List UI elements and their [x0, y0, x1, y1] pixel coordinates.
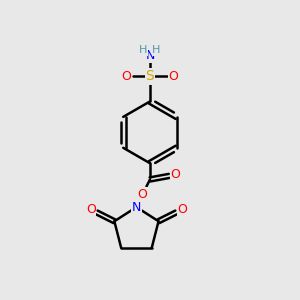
Text: O: O: [169, 70, 178, 83]
Text: O: O: [177, 203, 187, 216]
Text: N: N: [132, 201, 141, 214]
Text: O: O: [171, 168, 181, 181]
Text: O: O: [86, 203, 96, 216]
Text: S: S: [146, 69, 154, 83]
Text: H: H: [152, 46, 161, 56]
Text: H: H: [139, 46, 148, 56]
Text: O: O: [137, 188, 147, 201]
Text: N: N: [145, 49, 155, 62]
Text: O: O: [122, 70, 131, 83]
